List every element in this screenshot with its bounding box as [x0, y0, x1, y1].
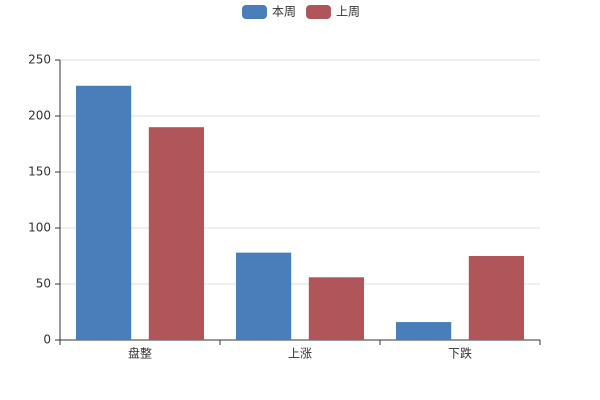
bar: [308, 277, 364, 340]
y-tick-label: 250: [28, 53, 51, 67]
legend-label[interactable]: 上周: [336, 5, 360, 19]
bar: [148, 127, 204, 340]
legend-swatch[interactable]: [242, 5, 267, 19]
bar: [396, 322, 452, 340]
x-tick-label: 盘整: [128, 346, 152, 361]
y-tick-label: 100: [28, 221, 51, 235]
y-tick-label: 200: [28, 109, 51, 123]
legend-swatch[interactable]: [306, 5, 332, 19]
x-tick-label: 上涨: [288, 346, 312, 361]
bar: [468, 256, 524, 340]
bar: [236, 252, 292, 340]
legend-label[interactable]: 本周: [272, 5, 296, 19]
bar: [76, 85, 132, 340]
y-tick-label: 0: [43, 333, 51, 347]
y-tick-label: 150: [28, 165, 51, 179]
x-tick-label: 下跌: [448, 346, 472, 361]
y-tick-label: 50: [36, 277, 51, 291]
